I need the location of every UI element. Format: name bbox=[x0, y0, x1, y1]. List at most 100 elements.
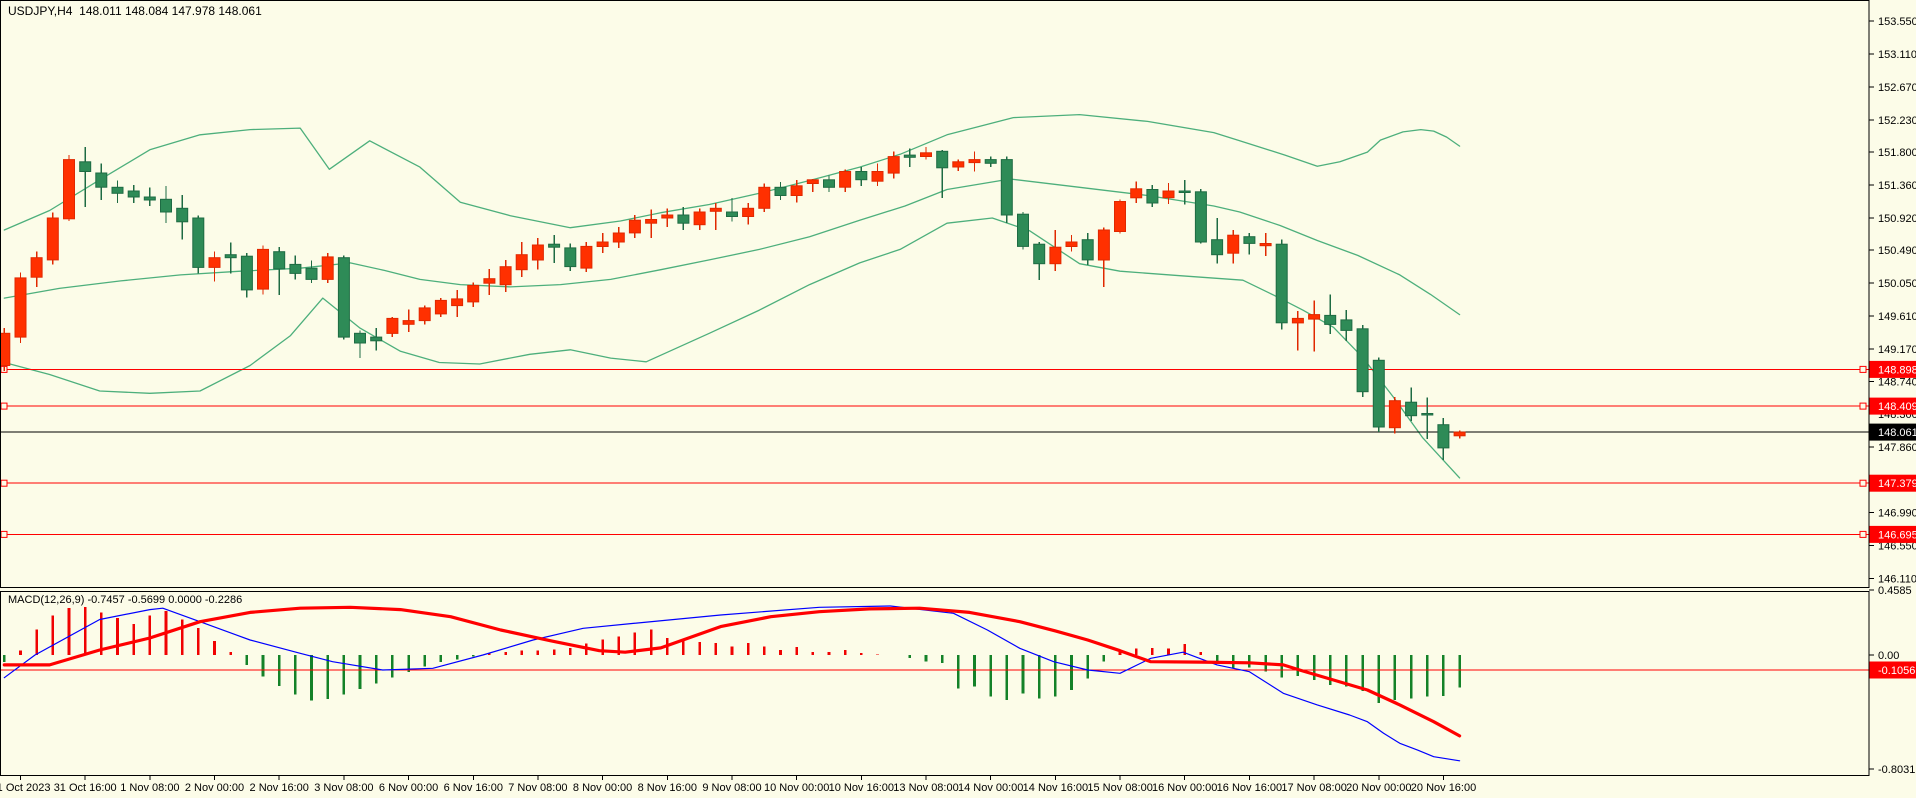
hline-handle-right[interactable] bbox=[1859, 402, 1867, 410]
time-axis-label: 6 Nov 00:00 bbox=[379, 782, 438, 794]
time-axis-label: 10 Nov 00:00 bbox=[764, 782, 829, 794]
time-axis-label: 8 Nov 16:00 bbox=[638, 782, 697, 794]
candle bbox=[127, 190, 140, 198]
candle bbox=[111, 186, 124, 194]
price-axis-label: 148.740 bbox=[1878, 376, 1916, 388]
time-axis-label: 17 Nov 08:00 bbox=[1281, 782, 1346, 794]
candle bbox=[95, 172, 108, 188]
main-pane bbox=[0, 113, 1869, 538]
macd-indicator-label: MACD(12,26,9) -0.7457 -0.5699 0.0000 -0.… bbox=[8, 594, 243, 606]
candle bbox=[984, 159, 997, 164]
candle bbox=[321, 256, 334, 280]
bollinger-lower-band bbox=[3, 217, 1461, 479]
time-axis-label: 14 Nov 16:00 bbox=[1023, 782, 1088, 794]
candle bbox=[224, 254, 237, 259]
candle bbox=[968, 159, 981, 164]
hline-handle-right[interactable] bbox=[1859, 530, 1867, 538]
candle bbox=[63, 159, 75, 220]
candle bbox=[1114, 201, 1126, 232]
candle bbox=[434, 299, 447, 315]
candle bbox=[451, 298, 464, 307]
candle bbox=[192, 217, 205, 268]
candle bbox=[871, 171, 884, 182]
candle bbox=[758, 186, 771, 209]
hline-handle-right[interactable] bbox=[1859, 365, 1867, 373]
time-axis-label: 2 Nov 00:00 bbox=[185, 782, 244, 794]
candle bbox=[1308, 314, 1321, 320]
candle bbox=[176, 207, 189, 223]
candle bbox=[46, 217, 59, 261]
candle bbox=[531, 244, 544, 261]
price-tag-level bbox=[1869, 474, 1916, 492]
price-axis-label: 152.670 bbox=[1878, 82, 1916, 94]
time-axis-label: 6 Nov 16:00 bbox=[444, 782, 503, 794]
price-axis-label: 149.170 bbox=[1878, 344, 1916, 356]
candle bbox=[612, 232, 625, 243]
price-tag-level bbox=[1869, 360, 1916, 378]
price-axis-label: 151.800 bbox=[1878, 147, 1916, 159]
hline-handle-left[interactable] bbox=[0, 530, 8, 538]
candle bbox=[0, 332, 11, 366]
candle bbox=[661, 214, 674, 219]
candle bbox=[677, 214, 690, 224]
price-axis-label: 151.360 bbox=[1878, 180, 1916, 192]
price-axis-label: 150.050 bbox=[1878, 278, 1916, 290]
hline-handle-left[interactable] bbox=[0, 479, 8, 487]
candle bbox=[1259, 243, 1272, 247]
candle bbox=[1291, 317, 1304, 324]
candle bbox=[726, 211, 738, 217]
macd-pane-border bbox=[0, 591, 1870, 776]
macd-line bbox=[3, 605, 1461, 762]
candle bbox=[548, 243, 561, 248]
time-axis-label: 1 Nov 08:00 bbox=[120, 782, 179, 794]
time-axis-label: 8 Nov 00:00 bbox=[573, 782, 632, 794]
candle bbox=[645, 219, 658, 224]
price-tag-level-text: 148.409 bbox=[1878, 401, 1916, 413]
candle bbox=[1340, 319, 1353, 331]
candle bbox=[1243, 236, 1256, 244]
candle bbox=[887, 156, 900, 174]
price-axis-label: 146.990 bbox=[1878, 507, 1916, 519]
price-axis-label: 152.230 bbox=[1878, 115, 1916, 127]
candle bbox=[1178, 190, 1191, 193]
candle bbox=[580, 245, 593, 269]
price-tag-level-text: 147.379 bbox=[1878, 478, 1916, 490]
candle bbox=[305, 267, 318, 280]
candle bbox=[952, 161, 965, 168]
candle bbox=[709, 207, 722, 212]
candle bbox=[1194, 191, 1207, 243]
candle bbox=[936, 150, 949, 169]
candle bbox=[208, 257, 221, 268]
candle bbox=[1372, 359, 1385, 428]
hline-handle-right[interactable] bbox=[1859, 479, 1867, 487]
candle bbox=[143, 196, 156, 201]
candle bbox=[418, 307, 431, 322]
candle bbox=[564, 247, 577, 268]
candle bbox=[499, 266, 512, 286]
time-axis-label: 20 Nov 00:00 bbox=[1346, 782, 1411, 794]
candle bbox=[1065, 241, 1078, 247]
candle bbox=[1211, 239, 1224, 256]
candle bbox=[823, 179, 835, 188]
candle bbox=[1421, 413, 1434, 416]
candle bbox=[337, 257, 350, 338]
price-tag-level bbox=[1869, 525, 1916, 543]
candle bbox=[596, 241, 609, 247]
price-tag-level-text: 146.695 bbox=[1878, 529, 1916, 541]
hline-handle-left[interactable] bbox=[0, 402, 8, 410]
candle bbox=[515, 254, 528, 271]
chart-title: USDJPY,H4 148.011 148.084 147.978 148.06… bbox=[8, 4, 262, 18]
price-axis-label: 146.550 bbox=[1878, 540, 1916, 552]
time-axis-label: 2 Nov 16:00 bbox=[250, 782, 309, 794]
time-axis-label: 16 Nov 16:00 bbox=[1217, 782, 1282, 794]
candle bbox=[30, 257, 43, 278]
candle bbox=[628, 219, 641, 234]
price-axis-label: 153.110 bbox=[1878, 49, 1916, 61]
candle bbox=[1388, 400, 1401, 429]
macd-signal-line bbox=[2, 605, 1462, 738]
candle bbox=[903, 154, 916, 158]
price-axis-label: 150.490 bbox=[1878, 245, 1916, 257]
candle bbox=[1227, 234, 1240, 254]
time-axis-label: 14 Nov 00:00 bbox=[958, 782, 1023, 794]
